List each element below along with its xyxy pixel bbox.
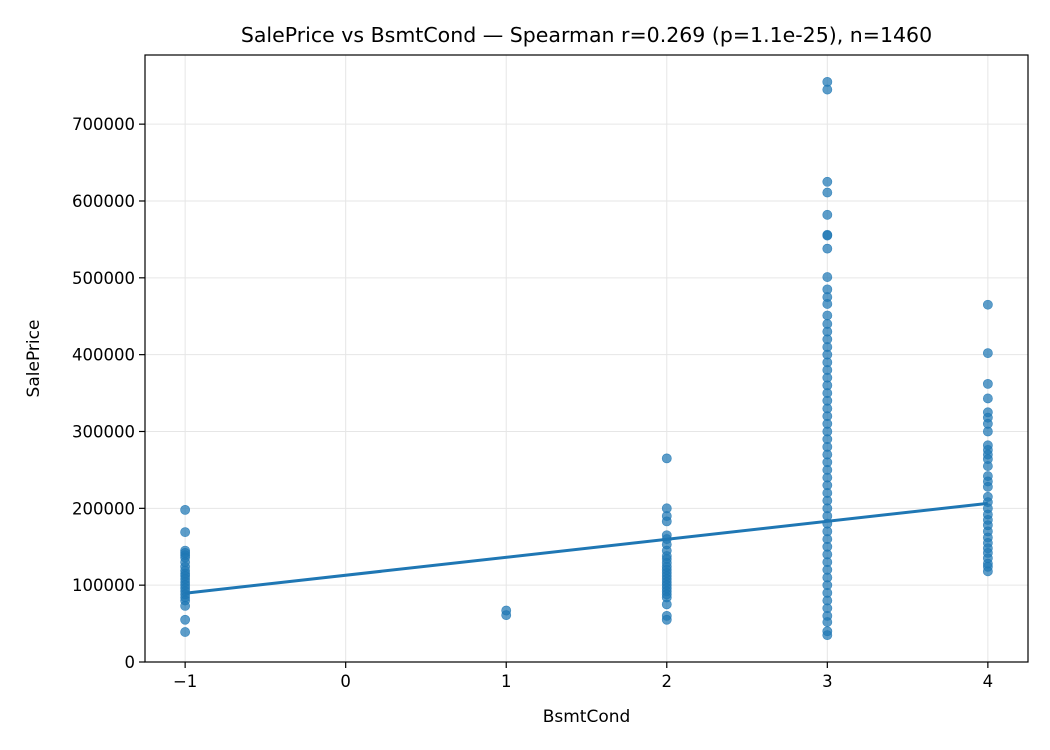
scatter-point bbox=[822, 299, 833, 309]
scatter-point bbox=[661, 614, 672, 625]
scatter-point bbox=[661, 599, 672, 610]
y-tick-label: 100000 bbox=[72, 576, 135, 595]
plot-frame bbox=[144, 54, 1029, 663]
x-tick-label: 0 bbox=[340, 672, 351, 691]
scatter-point bbox=[982, 393, 993, 404]
scatter-point bbox=[180, 627, 191, 637]
scatter-point bbox=[982, 461, 993, 471]
x-tick-label: −1 bbox=[173, 672, 197, 691]
chart-title: SalePrice vs BsmtCond — Spearman r=0.269… bbox=[241, 23, 932, 47]
scatter-point bbox=[982, 426, 993, 437]
y-axis-title: SalePrice bbox=[24, 320, 44, 398]
x-tick-label: 4 bbox=[983, 672, 994, 691]
y-tick-label: 600000 bbox=[72, 192, 135, 211]
scatter-point bbox=[661, 516, 672, 527]
x-axis-title: BsmtCond bbox=[543, 707, 631, 727]
scatter-point bbox=[180, 601, 191, 611]
y-tick-label: 400000 bbox=[72, 346, 135, 365]
scatter-point bbox=[180, 527, 191, 538]
scatter-point bbox=[822, 84, 833, 95]
scatter-point bbox=[982, 299, 993, 310]
y-tick-label: 200000 bbox=[72, 499, 135, 518]
scatter-point bbox=[822, 230, 833, 241]
x-tick-label: 2 bbox=[662, 672, 673, 691]
regression-line-group bbox=[184, 501, 989, 595]
y-axis-ticks: 0 100000 200000 300000 400000 500000 600000 700… bbox=[72, 115, 145, 672]
scatter-point bbox=[822, 630, 833, 641]
scatter-point bbox=[822, 176, 833, 187]
y-tick-label: 700000 bbox=[72, 115, 135, 134]
scatter-points bbox=[180, 76, 993, 641]
scatter-point bbox=[822, 209, 833, 220]
scatter-point bbox=[822, 272, 833, 282]
x-tick-label: 1 bbox=[501, 672, 512, 691]
y-tick-label: 0 bbox=[125, 653, 136, 672]
scatter-point bbox=[180, 504, 191, 515]
scatter-point bbox=[982, 348, 993, 359]
x-tick-label: 3 bbox=[822, 672, 833, 691]
y-tick-label: 500000 bbox=[72, 269, 135, 288]
y-tick-label: 300000 bbox=[72, 422, 135, 441]
scatter-point bbox=[822, 187, 833, 198]
scatter-point bbox=[501, 610, 512, 621]
scatter-point bbox=[661, 453, 672, 464]
x-axis-ticks: −1 0 1 2 3 4 bbox=[173, 662, 993, 691]
regression-line bbox=[184, 501, 989, 595]
gridlines bbox=[145, 55, 1028, 663]
scatter-point bbox=[822, 310, 833, 321]
scatter-point bbox=[822, 617, 833, 627]
scatter-point bbox=[180, 614, 191, 625]
scatter-point bbox=[982, 481, 993, 492]
scatter-point bbox=[982, 378, 993, 389]
scatter-point bbox=[822, 243, 833, 254]
scatter-point bbox=[982, 566, 993, 577]
